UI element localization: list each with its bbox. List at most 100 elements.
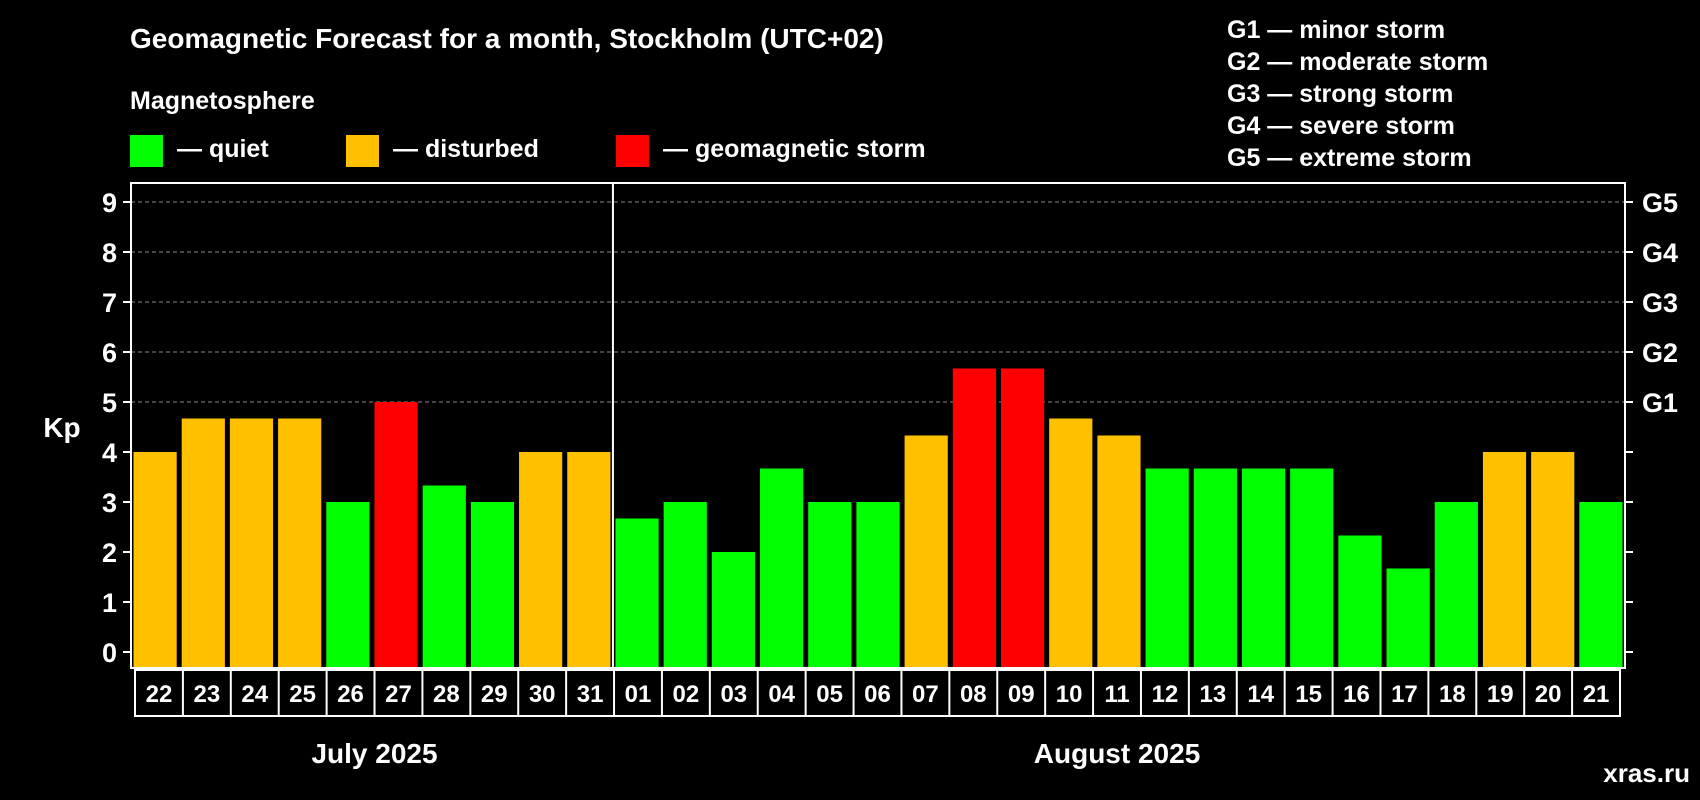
x-tick-label: 17 [1391, 681, 1418, 708]
y-tick-label: 6 [102, 338, 117, 368]
x-tick-label: 13 [1199, 681, 1226, 708]
x-tick-label: 24 [241, 681, 268, 708]
bar-04 [760, 468, 804, 668]
x-tick-label: 08 [960, 681, 987, 708]
bar-28 [422, 485, 466, 668]
y-tick-label: 2 [102, 538, 117, 568]
bar-09 [1000, 368, 1045, 668]
x-tick-label: 27 [385, 681, 412, 708]
month-label: August 2025 [1034, 738, 1201, 769]
x-tick-label: 05 [816, 681, 843, 708]
bar-12 [1145, 468, 1189, 668]
legend: — quiet — disturbed — geomagnetic storm [130, 135, 926, 167]
month-labels: July 2025 August 2025 [311, 738, 1200, 769]
y-axis-left: 0 1 2 3 4 5 6 7 8 9 [102, 188, 131, 668]
storm-scale-item: G3 — strong storm [1227, 80, 1453, 108]
x-tick-label: 19 [1487, 681, 1514, 708]
y-tick-label: 5 [102, 388, 117, 418]
bar-25 [278, 418, 322, 668]
y-tick-label: 9 [102, 188, 117, 218]
bar-19 [1482, 452, 1527, 668]
bar-27 [374, 402, 418, 668]
x-tick-label: 07 [912, 681, 939, 708]
bar-13 [1193, 468, 1237, 668]
x-tick-label: 11 [1104, 681, 1129, 708]
y-axis-right: G1 G2 G3 G4 G5 [1625, 188, 1678, 653]
bars [133, 368, 1623, 668]
bar-03 [711, 552, 756, 668]
y-axis-label: Kp [43, 412, 80, 443]
x-tick-label: 03 [720, 681, 747, 708]
bar-22 [133, 452, 177, 668]
bar-21 [1579, 502, 1623, 668]
x-tick-label: 02 [673, 681, 700, 708]
x-tick-label: 16 [1343, 681, 1370, 708]
bar-17 [1386, 568, 1430, 668]
y-tick-label: 4 [102, 438, 117, 468]
bar-24 [229, 418, 274, 668]
y-tick-label: 8 [102, 238, 117, 268]
x-tick-label: 14 [1247, 681, 1274, 708]
bar-06 [856, 502, 900, 668]
storm-level-label: G1 [1642, 388, 1678, 418]
bar-29 [470, 502, 515, 668]
storm-scale-item: G2 — moderate storm [1227, 48, 1488, 76]
x-tick-label: 23 [194, 681, 221, 708]
x-tick-label: 28 [433, 681, 460, 708]
x-tick-label: 01 [625, 681, 652, 708]
legend-swatch-quiet [130, 135, 163, 167]
gridlines [131, 201, 1625, 403]
y-tick-label: 0 [102, 638, 117, 668]
bar-05 [808, 502, 852, 668]
x-tick-label: 31 [577, 681, 604, 708]
x-tick-label: 15 [1295, 681, 1322, 708]
x-tick-label: 09 [1008, 681, 1035, 708]
storm-level-label: G3 [1642, 288, 1678, 318]
x-axis-day-labels: 22 23 24 25 26 27 28 29 30 31 01 02 03 04 05 06 07 08 09 10… [134, 669, 1621, 717]
x-tick-label: 22 [146, 681, 173, 708]
storm-scale-item: G1 — minor storm [1227, 16, 1445, 44]
bar-18 [1434, 502, 1478, 668]
bar-23 [181, 418, 225, 668]
storm-level-label: G5 [1642, 188, 1678, 218]
bar-10 [1049, 418, 1093, 668]
y-tick-label: 3 [102, 488, 117, 518]
storm-scale-item: G5 — extreme storm [1227, 144, 1472, 172]
x-axis-box [134, 669, 1621, 717]
bar-15 [1290, 468, 1334, 668]
legend-heading: Magnetosphere [130, 87, 315, 115]
x-tick-label: 29 [481, 681, 508, 708]
legend-label-storm: — geomagnetic storm [663, 135, 926, 163]
bar-11 [1097, 435, 1141, 668]
bar-30 [519, 452, 563, 668]
bar-02 [663, 502, 707, 668]
storm-scale-legend: G1 — minor storm G2 — moderate storm G3 — … [1227, 16, 1488, 172]
bar-08 [952, 368, 996, 668]
bar-01 [615, 518, 659, 668]
month-label: July 2025 [311, 738, 437, 769]
bar-20 [1531, 452, 1575, 668]
legend-label-quiet: — quiet [177, 135, 269, 163]
x-tick-label: 25 [289, 681, 316, 708]
bar-07 [904, 435, 948, 668]
legend-swatch-disturbed [346, 135, 379, 167]
x-tick-label: 21 [1583, 681, 1610, 708]
storm-scale-item: G4 — severe storm [1227, 112, 1455, 140]
y-tick-label: 1 [102, 588, 117, 618]
bar-16 [1338, 535, 1382, 668]
bar-14 [1241, 468, 1286, 668]
x-tick-label: 10 [1056, 681, 1083, 708]
legend-swatch-storm [616, 135, 649, 167]
storm-level-label: G2 [1642, 338, 1678, 368]
bar-26 [326, 502, 370, 668]
storm-level-label: G4 [1642, 238, 1678, 268]
y-tick-label: 7 [102, 288, 117, 318]
x-tick-label: 30 [529, 681, 556, 708]
x-tick-label: 06 [864, 681, 891, 708]
x-tick-label: 18 [1439, 681, 1466, 708]
x-tick-label: 12 [1152, 681, 1179, 708]
x-tick-label: 04 [768, 681, 795, 708]
x-tick-label: 20 [1535, 681, 1562, 708]
bar-31 [567, 452, 611, 668]
